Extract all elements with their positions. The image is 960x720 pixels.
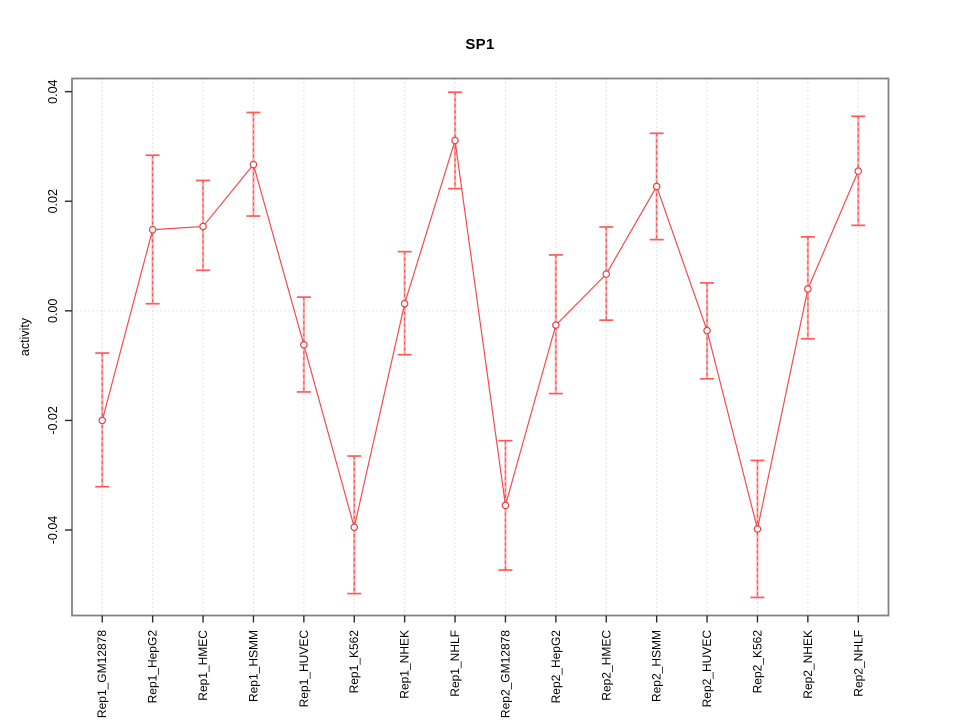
y-tick-label: 0.02	[46, 189, 60, 213]
data-point-marker	[854, 167, 863, 175]
data-point-marker	[199, 222, 207, 231]
x-tick-label: Rep2_NHEK	[801, 630, 815, 699]
x-tick-label: Rep2_K562	[750, 630, 764, 694]
x-tick-label: Rep1_NHLF	[448, 630, 462, 697]
series-line	[101, 140, 859, 530]
x-tick-label: Rep2_NHLF	[851, 630, 865, 697]
y-tick-label: -0.02	[46, 406, 60, 435]
x-tick-label: Rep1_HUVEC	[297, 630, 311, 708]
x-tick-label: Rep1_HepG2	[146, 630, 160, 704]
x-tick-label: Rep2_HMEC	[599, 630, 613, 701]
data-point-marker	[98, 416, 107, 425]
x-tick-label: Rep2_HSMM	[650, 630, 664, 702]
x-tick-label: Rep1_GM12878	[95, 630, 109, 718]
data-point-marker	[451, 136, 459, 145]
data-point-marker	[804, 285, 812, 293]
data-point-marker	[552, 321, 560, 329]
x-tick-label: Rep1_K562	[347, 630, 361, 694]
data-point-marker	[350, 523, 359, 532]
y-tick-label: 0.00	[46, 299, 60, 323]
data-point-marker	[703, 326, 711, 335]
data-point-marker	[148, 225, 157, 234]
x-tick-label: Rep1_NHEK	[398, 630, 412, 699]
plot-border	[71, 77, 890, 617]
data-point-marker	[400, 299, 409, 308]
data-point-marker	[300, 341, 308, 349]
data-point-marker	[753, 525, 762, 533]
data-point-marker	[249, 160, 258, 169]
x-tick-label: Rep1_HSMM	[246, 630, 260, 702]
chart-title: SP1	[465, 36, 495, 53]
y-tick-label: -0.04	[46, 516, 60, 545]
x-tick-label: Rep2_GM12878	[498, 630, 512, 718]
y-tick-label: 0.04	[46, 79, 60, 103]
x-tick-label: Rep2_HepG2	[549, 630, 563, 704]
x-tick-label: Rep1_HMEC	[196, 630, 210, 701]
x-tick-label: Rep2_HUVEC	[700, 630, 714, 708]
data-point-marker	[652, 182, 661, 191]
data-point-marker	[501, 501, 510, 510]
data-point-marker	[602, 270, 611, 278]
